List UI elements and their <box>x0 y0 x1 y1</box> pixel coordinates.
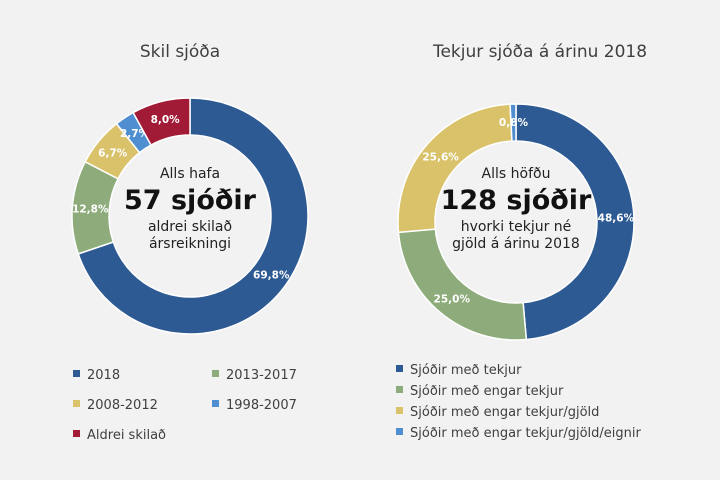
donut-chart-right: 48,6% 25,0% 25,6% 0,8% <box>397 103 635 341</box>
slice-label-left-3: 2,7% <box>120 128 150 140</box>
donut-slice-left-0 <box>77 97 309 335</box>
legend-swatch <box>73 400 80 407</box>
legend-swatch <box>73 430 80 437</box>
center-line2-left: aldrei skilað <box>147 219 233 235</box>
legend-item-right: Sjóðir með engar tekjur/gjöld/eignir <box>396 426 641 441</box>
slice-label-right-1: 25,0% <box>434 294 471 306</box>
donut-slice-left-4 <box>132 97 191 147</box>
legend-item-right: Sjóðir með engar tekjur/gjöld <box>396 405 599 420</box>
slice-label-left-0: 69,8% <box>253 269 290 281</box>
center-big-right: 128 sjóðir <box>440 185 592 216</box>
center-line1-left: Alls hafa <box>159 166 221 182</box>
center-line1-right: Alls höfðu <box>481 166 551 182</box>
legend-swatch <box>73 370 80 377</box>
donut-chart-left: 69,8% 12,8% 6,7% 2,7%8,0% <box>71 97 309 335</box>
legend-item-left: 1998-2007 <box>212 398 297 413</box>
center-line3-right: gjöld á árinu 2018 <box>452 236 580 252</box>
center-text-left: Alls hafa 57 sjóðir aldrei skilað ársrei… <box>110 166 270 253</box>
slice-label-left-2: 6,7% <box>98 147 128 159</box>
legend-item-right: Sjóðir með engar tekjur <box>396 384 563 399</box>
legend-item-left: Aldrei skilað <box>73 428 166 443</box>
legend-swatch <box>212 400 219 407</box>
legend-label: Sjóðir með tekjur <box>410 363 522 378</box>
legend-swatch <box>396 365 403 372</box>
legend-swatch <box>396 386 403 393</box>
legend-item-left: 2018 <box>73 368 120 383</box>
legend-item-left: 2013-2017 <box>212 368 297 383</box>
slice-label-right-2: 25,6% <box>422 151 459 163</box>
chart-title-right: Tekjur sjóða á árinu 2018 <box>432 42 648 62</box>
center-big-left: 57 sjóðir <box>124 185 256 216</box>
legend-label: Sjóðir með engar tekjur <box>410 384 564 399</box>
donut-slice-right-0 <box>515 103 635 341</box>
chart-panel-right: Tekjur sjóða á árinu 2018 48,6% 25,0% 25,6… <box>360 0 720 480</box>
donut-slice-right-3 <box>509 103 517 142</box>
legend-label: Aldrei skilað <box>87 428 167 443</box>
center-line2-right: hvorki tekjur né <box>460 219 572 235</box>
legend-label: 2018 <box>87 368 121 383</box>
legend-label: 2013-2017 <box>226 368 297 383</box>
legend-swatch <box>396 428 403 435</box>
slice-label-right-3: 0,8% <box>499 117 529 129</box>
legend-label: Sjóðir með engar tekjur/gjöld/eignir <box>410 426 641 441</box>
chart-panel-left: Skil sjóða 69,8% 12,8% 6,7% 2,7% 8,0% Alls h… <box>71 42 309 443</box>
legend-item-left: 2008-2012 <box>73 398 158 413</box>
center-line3-left: ársreikningi <box>148 236 232 252</box>
legend-swatch <box>212 370 219 377</box>
legend-swatch <box>396 407 403 414</box>
legend-item-right: Sjóðir með tekjur <box>396 363 521 378</box>
legend-label: 1998-2007 <box>226 398 297 413</box>
center-text-right: Alls höfðu 128 sjóðir hvorki tekjur né g… <box>436 166 596 253</box>
slice-label-right-0: 48,6% <box>598 213 635 225</box>
chart-title-left: Skil sjóða <box>139 42 221 62</box>
slice-label-left-1: 12,8% <box>72 203 109 215</box>
legend-label: 2008-2012 <box>87 398 158 413</box>
legend-label: Sjóðir með engar tekjur/gjöld <box>410 405 600 420</box>
slice-label-left-4: 8,0% <box>151 114 181 126</box>
